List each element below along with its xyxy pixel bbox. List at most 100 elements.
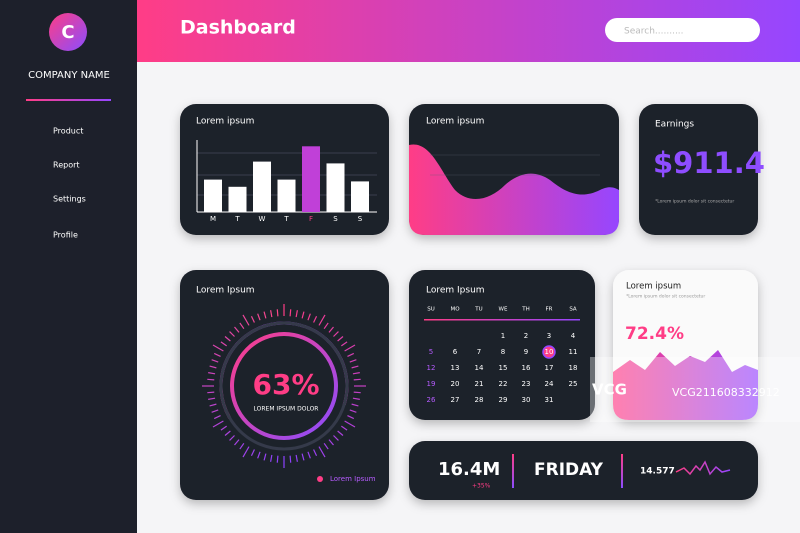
- gauge-tick: [270, 454, 273, 462]
- day[interactable]: 27: [451, 396, 460, 404]
- gauge-tick: [351, 403, 359, 407]
- x-tick-label: M: [210, 215, 216, 223]
- menu-item[interactable]: Settings: [53, 195, 86, 204]
- day[interactable]: 6: [453, 348, 458, 356]
- gauge-tick: [289, 309, 292, 317]
- day[interactable]: 20: [451, 380, 460, 388]
- watermark-box: [590, 357, 800, 422]
- bar: [302, 146, 320, 212]
- total-value: 16.4M: [438, 459, 500, 480]
- gauge-tick: [340, 341, 348, 347]
- day[interactable]: 21: [475, 380, 484, 388]
- gauge-tick: [349, 409, 357, 413]
- bar: [351, 181, 369, 212]
- day[interactable]: 24: [545, 380, 554, 388]
- gauge-tick: [220, 425, 228, 431]
- day[interactable]: 15: [499, 364, 508, 372]
- count-value: 14.577: [640, 467, 675, 477]
- mountain-shape: [613, 350, 758, 420]
- day[interactable]: 29: [499, 396, 508, 404]
- day[interactable]: 13: [451, 364, 460, 372]
- gauge-tick: [212, 344, 224, 352]
- search-box[interactable]: [605, 18, 760, 42]
- gauge-tick: [333, 435, 339, 441]
- gauge-tick: [344, 344, 356, 352]
- menu-item[interactable]: Profile: [53, 231, 78, 240]
- weekday: MO: [450, 307, 460, 313]
- gauge-tick: [349, 359, 357, 363]
- weekday: TU: [474, 307, 482, 313]
- gauge-tick: [337, 336, 344, 342]
- day[interactable]: 31: [545, 396, 554, 404]
- day[interactable]: 3: [547, 332, 551, 340]
- day[interactable]: 30: [522, 396, 531, 404]
- card-title: Earnings: [655, 120, 694, 130]
- day[interactable]: 16: [522, 364, 531, 372]
- card-title: Lorem ipsum: [626, 282, 681, 292]
- gauge-tick: [313, 315, 318, 323]
- gauge-tick: [211, 409, 219, 413]
- gauge-tick: [224, 430, 231, 436]
- menu-item[interactable]: Report: [53, 161, 80, 170]
- weekday: SU: [427, 307, 435, 313]
- gauge-tick: [301, 311, 305, 319]
- gauge-tick: [276, 455, 279, 463]
- earnings-card: [639, 104, 758, 235]
- gauge-tick: [239, 442, 245, 450]
- day[interactable]: 7: [477, 348, 481, 356]
- day[interactable]: 10: [545, 348, 554, 356]
- divider: [26, 99, 111, 101]
- footer-card: [409, 441, 758, 500]
- gauge-tick: [353, 391, 361, 394]
- day[interactable]: 2: [524, 332, 528, 340]
- day[interactable]: 17: [545, 364, 554, 372]
- gauge-tick: [301, 453, 305, 461]
- weekday: SA: [569, 307, 577, 313]
- day[interactable]: 9: [524, 348, 528, 356]
- gauge-tick: [239, 322, 245, 330]
- menu-item[interactable]: Product: [53, 127, 83, 136]
- logo[interactable]: [49, 13, 87, 51]
- gauge-tick: [276, 309, 279, 317]
- bar: [326, 163, 345, 212]
- day[interactable]: 22: [499, 380, 508, 388]
- gauge-tick: [313, 449, 318, 457]
- gauge-tick: [207, 378, 215, 381]
- sidebar: [0, 0, 137, 533]
- x-tick-label: W: [259, 215, 266, 223]
- day[interactable]: 5: [429, 348, 433, 356]
- gauge-tick: [347, 415, 355, 420]
- day[interactable]: 19: [427, 380, 436, 388]
- gauge-tick: [220, 341, 228, 347]
- gauge-tick: [295, 310, 298, 318]
- day[interactable]: 18: [569, 364, 578, 372]
- card-subtitle: *Lorem ipsum dolor sit consectetur: [626, 294, 705, 300]
- day[interactable]: 8: [501, 348, 505, 356]
- gauge-tick: [257, 313, 261, 321]
- day[interactable]: 4: [571, 332, 576, 340]
- gauge-caption: LOREM IPSUM DOLOR: [254, 406, 319, 413]
- gauge-tick: [250, 315, 255, 323]
- earnings-note: *Lorem ipsum dolor sit consectetur: [655, 199, 734, 205]
- gauge-tick: [229, 331, 235, 337]
- day[interactable]: 12: [427, 364, 436, 372]
- divider: [424, 319, 580, 321]
- gauge-tick: [318, 446, 326, 458]
- gauge-tick: [207, 391, 215, 394]
- x-tick-label: S: [333, 215, 338, 223]
- day[interactable]: 1: [501, 332, 505, 340]
- day[interactable]: 23: [522, 380, 531, 388]
- day[interactable]: 28: [475, 396, 484, 404]
- gauge-tick: [307, 313, 311, 321]
- gauge-tick: [263, 311, 267, 319]
- gauge-tick: [328, 326, 334, 333]
- day[interactable]: 25: [569, 380, 578, 388]
- day[interactable]: 14: [475, 364, 484, 372]
- divider: [621, 454, 623, 488]
- logo-letter: C: [61, 22, 74, 43]
- day[interactable]: 26: [427, 396, 436, 404]
- gauge-tick: [353, 378, 361, 381]
- gauge-tick: [213, 352, 221, 357]
- day[interactable]: 11: [569, 348, 578, 356]
- x-tick-label: F: [309, 215, 313, 223]
